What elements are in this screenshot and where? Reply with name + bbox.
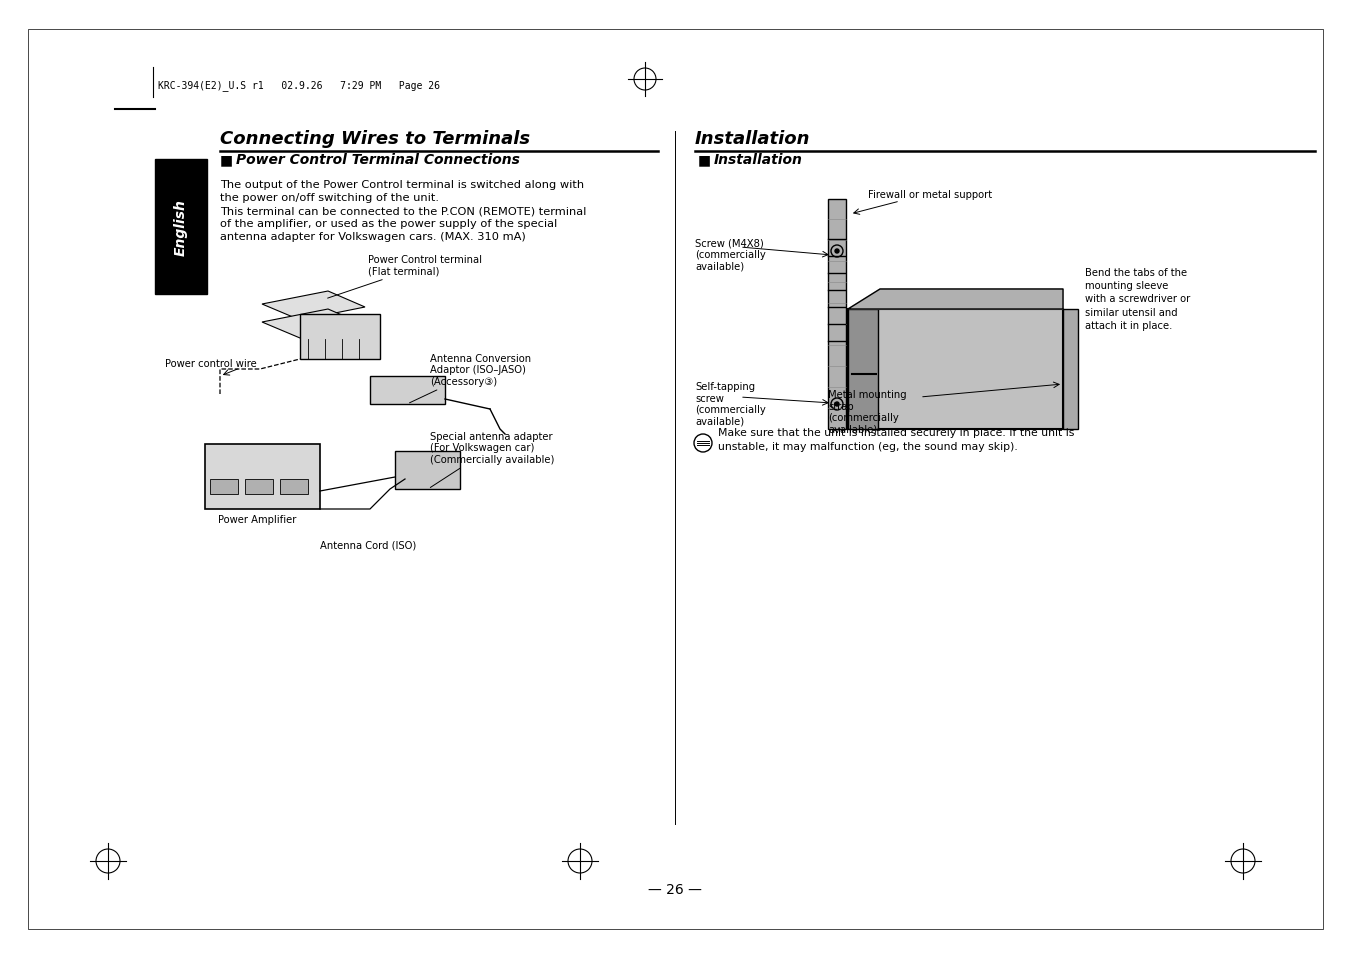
- Text: Antenna Conversion
Adaptor (ISO–JASO)
(Accessory③): Antenna Conversion Adaptor (ISO–JASO) (A…: [409, 354, 531, 403]
- Text: ■: ■: [220, 152, 234, 167]
- Polygon shape: [262, 310, 365, 338]
- Text: This terminal can be connected to the P.CON (REMOTE) terminal: This terminal can be connected to the P.…: [220, 206, 586, 215]
- Bar: [155, 160, 207, 294]
- Text: English: English: [174, 199, 188, 256]
- Bar: [394, 452, 459, 490]
- Bar: [828, 200, 846, 430]
- Text: Firewall or metal support: Firewall or metal support: [867, 190, 992, 200]
- Text: Installation: Installation: [694, 130, 811, 148]
- Text: Make sure that the unit is installed securely in place. If the unit is: Make sure that the unit is installed sec…: [717, 428, 1074, 437]
- Bar: [300, 314, 380, 359]
- Polygon shape: [848, 290, 1063, 310]
- Text: Self-tapping
screw
(commercially
available): Self-tapping screw (commercially availab…: [694, 381, 766, 426]
- Bar: [245, 479, 273, 495]
- Text: Antenna Cord (ISO): Antenna Cord (ISO): [320, 539, 416, 550]
- Text: — 26 —: — 26 —: [648, 882, 703, 896]
- Text: KRC-394(E2)_U.S r1   02.9.26   7:29 PM   Page 26: KRC-394(E2)_U.S r1 02.9.26 7:29 PM Page …: [158, 80, 440, 91]
- Text: Power Control terminal
(Flat terminal): Power Control terminal (Flat terminal): [328, 255, 482, 299]
- Bar: [209, 479, 238, 495]
- Bar: [370, 376, 444, 405]
- Text: Power Control Terminal Connections: Power Control Terminal Connections: [236, 152, 520, 167]
- Circle shape: [835, 250, 839, 253]
- Text: Power Amplifier: Power Amplifier: [218, 515, 296, 524]
- Text: antenna adapter for Volkswagen cars. (MAX. 310 mA): antenna adapter for Volkswagen cars. (MA…: [220, 232, 526, 242]
- Bar: [205, 444, 320, 510]
- Bar: [848, 310, 878, 430]
- Text: Installation: Installation: [713, 152, 802, 167]
- Bar: [1063, 310, 1078, 430]
- Text: unstable, it may malfunction (eg, the sound may skip).: unstable, it may malfunction (eg, the so…: [717, 441, 1017, 452]
- Circle shape: [835, 402, 839, 407]
- Bar: [280, 479, 308, 495]
- Text: Bend the tabs of the
mounting sleeve
with a screwdriver or
similar utensil and
a: Bend the tabs of the mounting sleeve wit…: [1085, 268, 1190, 331]
- Text: ■: ■: [698, 152, 711, 167]
- Text: of the amplifier, or used as the power supply of the special: of the amplifier, or used as the power s…: [220, 219, 557, 229]
- Text: Special antenna adapter
(For Volkswagen car)
(Commercially available): Special antenna adapter (For Volkswagen …: [430, 432, 554, 488]
- Bar: [848, 310, 1063, 430]
- Text: Screw (M4X8)
(commercially
available): Screw (M4X8) (commercially available): [694, 237, 766, 271]
- Polygon shape: [262, 292, 365, 320]
- Text: The output of the Power Control terminal is switched along with: The output of the Power Control terminal…: [220, 180, 584, 190]
- Text: Power control wire: Power control wire: [165, 358, 257, 369]
- Text: Connecting Wires to Terminals: Connecting Wires to Terminals: [220, 130, 530, 148]
- Text: the power on/off switching of the unit.: the power on/off switching of the unit.: [220, 193, 439, 203]
- Text: Metal mounting
strap
(commercially
available): Metal mounting strap (commercially avail…: [828, 390, 907, 435]
